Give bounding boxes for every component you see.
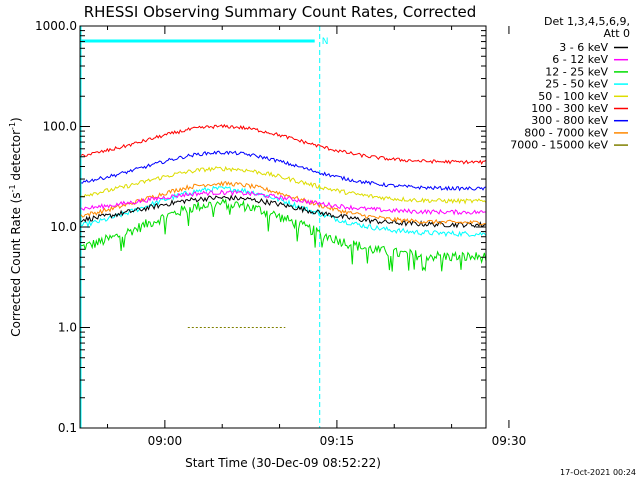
plot-area: N xyxy=(80,26,486,428)
legend-header: Att 0 xyxy=(604,27,630,40)
legend-entry-label: 6 - 12 keV xyxy=(552,53,608,66)
x-tick-label: 09:30 xyxy=(492,434,527,448)
x-axis-label: Start Time (30-Dec-09 08:52:22) xyxy=(185,456,381,470)
series-line-6-12-keV xyxy=(80,189,486,216)
legend-entry-label: 50 - 100 keV xyxy=(538,90,608,103)
flag-label: N xyxy=(322,37,329,47)
series-line-12-25-keV xyxy=(81,197,486,272)
y-tick-label: 1000.0 xyxy=(35,19,77,33)
series-line-3-6-keV xyxy=(80,194,486,229)
legend-entry-label: 300 - 800 keV xyxy=(531,114,608,127)
y-tick-label: 0.1 xyxy=(58,421,77,435)
series-line-300-800-keV xyxy=(81,150,486,192)
y-tick-label: 1.0 xyxy=(58,321,77,335)
series-line-800-7000-keV xyxy=(80,180,486,226)
y-axis-label-end: ) xyxy=(9,117,23,122)
y-tick-label: 100.0 xyxy=(43,120,77,134)
legend-entry-label: 25 - 50 keV xyxy=(545,78,608,91)
y-axis-label-sup2: -1 xyxy=(8,122,17,130)
legend-entry-label: 3 - 6 keV xyxy=(559,41,608,54)
y-tick-label: 10.0 xyxy=(50,220,77,234)
chart-title: RHESSI Observing Summary Count Rates, Co… xyxy=(84,3,477,21)
y-axis-label: Corrected Count Rate (s-1 detector-1) xyxy=(8,117,23,336)
x-tick-label: 09:00 xyxy=(148,434,183,448)
series-line-100-300-keV xyxy=(80,123,486,165)
legend-entry-label: 800 - 7000 keV xyxy=(524,126,608,139)
y-axis-label-sup1: -1 xyxy=(8,184,17,192)
legend-entry-label: 100 - 300 keV xyxy=(531,102,608,115)
series-line-50-100-keV xyxy=(80,165,486,205)
legend-header: Det 1,3,4,5,6,9, xyxy=(544,15,630,28)
legend-entry-label: 12 - 25 keV xyxy=(545,65,608,78)
footer-date: 17-Oct-2021 00:24 xyxy=(560,468,636,477)
x-tick-label: 09:15 xyxy=(320,434,355,448)
legend-entry-label: 7000 - 15000 keV xyxy=(510,139,608,152)
y-axis-label-mid: detector xyxy=(9,130,23,185)
y-axis-label-main: Corrected Count Rate (s xyxy=(9,192,23,336)
